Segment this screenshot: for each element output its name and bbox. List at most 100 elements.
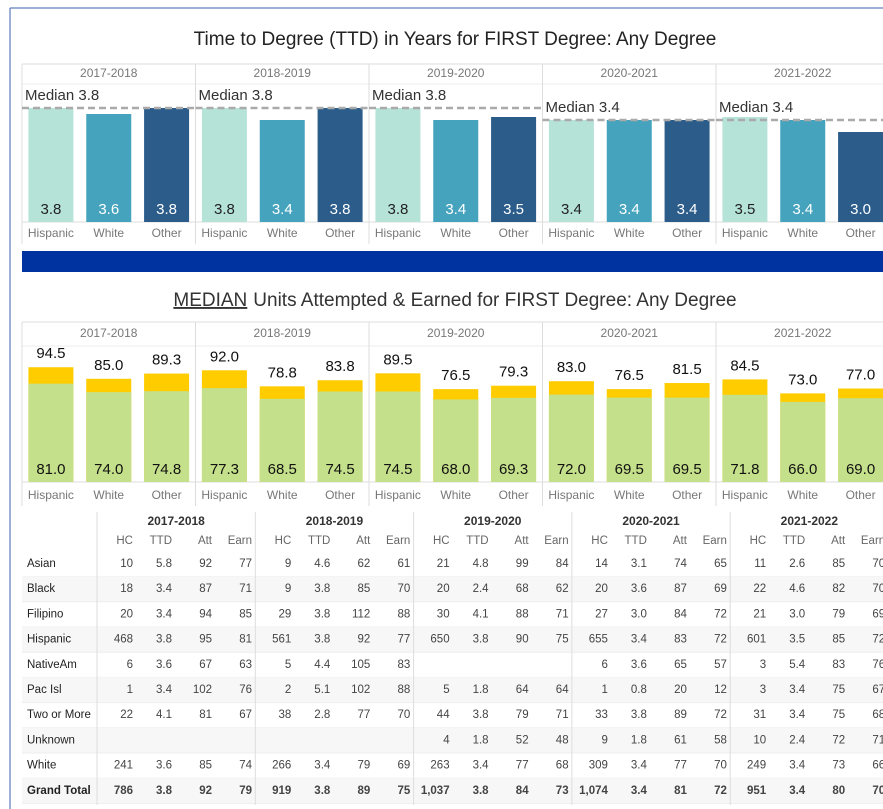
table-cell: 266: [272, 760, 291, 772]
median-label: Median 3.8: [372, 87, 446, 104]
category-label: White: [614, 226, 645, 240]
table-cell: 1: [601, 684, 607, 696]
table-cell: 87: [199, 583, 212, 595]
table-cell: 3.4: [789, 684, 806, 696]
table-cell: 70: [398, 709, 411, 721]
table-cell: 650: [430, 634, 449, 646]
table-cell: 65: [674, 659, 687, 671]
table-cell: 67: [199, 659, 212, 671]
table-cell: 5: [285, 659, 291, 671]
table-cell: 3.4: [314, 760, 331, 772]
column-header: TTD: [625, 535, 647, 547]
panel-header: 2019-2020: [427, 66, 485, 80]
category-label: White: [614, 488, 645, 502]
group-header: 2018-2019: [306, 514, 364, 528]
value-label: 68.0: [441, 461, 470, 478]
table-cell: 72: [714, 785, 727, 797]
table-cell: 81: [239, 634, 252, 646]
value-label: 83.8: [325, 358, 354, 375]
table-cell: 73: [832, 760, 845, 772]
category-label: Hispanic: [28, 488, 74, 502]
table-cell: 10: [753, 734, 766, 746]
table-cell: 83: [398, 659, 411, 671]
table-cell: 4.6: [314, 558, 330, 570]
category-label: Other: [325, 226, 355, 240]
row-label: Asian: [27, 558, 56, 570]
table-cell: 601: [747, 634, 766, 646]
value-label: 3.8: [387, 201, 408, 218]
table-cell: 3.8: [314, 583, 330, 595]
table-cell: 84: [516, 785, 529, 797]
bar: [780, 401, 826, 482]
column-header: Att: [673, 535, 688, 547]
table-cell: 38: [279, 709, 292, 721]
column-header: Earn: [228, 535, 252, 547]
row-stripe: [22, 677, 883, 703]
value-label: 3.4: [561, 201, 582, 218]
bar: [548, 394, 594, 482]
bar: [606, 120, 652, 222]
table-cell: 3.4: [156, 608, 173, 620]
value-label: 3.4: [272, 201, 293, 218]
table-cell: 3.4: [789, 785, 806, 797]
row-label: Black: [27, 583, 55, 595]
table-cell: 72: [714, 709, 727, 721]
category-label: Other: [846, 226, 876, 240]
value-label: 77.0: [846, 366, 875, 383]
category-label: White: [787, 488, 818, 502]
table-cell: 2.4: [473, 583, 490, 595]
table-cell: 5: [443, 684, 449, 696]
table-cell: 5.8: [156, 558, 172, 570]
table-cell: 3.6: [156, 760, 172, 772]
table-cell: 70: [872, 558, 883, 570]
value-label: 3.4: [677, 201, 698, 218]
table-cell: 3.8: [473, 634, 489, 646]
category-label: Hispanic: [375, 226, 421, 240]
table-cell: 83: [674, 634, 687, 646]
group-header: 2021-2022: [781, 514, 839, 528]
table-cell: 87: [674, 583, 687, 595]
table-cell: 3.4: [156, 684, 173, 696]
value-label: 71.8: [730, 461, 759, 478]
table-cell: 20: [595, 583, 608, 595]
bar: [201, 108, 247, 222]
table-cell: 77: [358, 709, 371, 721]
value-label: 89.3: [152, 352, 181, 369]
table-cell: 4: [443, 734, 450, 746]
category-label: White: [267, 488, 298, 502]
table-cell: 92: [199, 558, 212, 570]
median-label: Median 3.4: [719, 99, 793, 116]
table-cell: 90: [516, 634, 529, 646]
table-cell: 72: [832, 734, 845, 746]
category-label: Other: [499, 226, 529, 240]
table-cell: 70: [398, 583, 411, 595]
table-cell: 99: [516, 558, 529, 570]
panel-header: 2020-2021: [601, 66, 659, 80]
table-cell: 3.8: [314, 785, 331, 797]
bar: [491, 117, 537, 222]
table-cell: 85: [358, 583, 371, 595]
table-cell: 561: [272, 634, 291, 646]
value-label: 66.0: [788, 461, 817, 478]
panel-header: 2017-2018: [80, 326, 138, 340]
table-cell: 74: [674, 558, 687, 570]
bar: [86, 392, 132, 482]
value-label: 73.0: [788, 371, 817, 388]
table-cell: 3.4: [789, 760, 806, 772]
table-cell: 1: [127, 684, 133, 696]
table-cell: 85: [832, 558, 845, 570]
column-header: HC: [750, 535, 767, 547]
value-label: 68.5: [268, 461, 297, 478]
bar: [664, 397, 710, 482]
panel-header: 2018-2019: [254, 66, 312, 80]
table-cell: 20: [674, 684, 687, 696]
table-cell: 3.8: [631, 709, 647, 721]
table-cell: 89: [674, 709, 687, 721]
table-cell: 14: [595, 558, 608, 570]
table-cell: 3.4: [631, 760, 648, 772]
table-cell: 29: [279, 608, 292, 620]
table-cell: 70: [714, 760, 727, 772]
category-label: White: [440, 226, 471, 240]
table-cell: 76: [872, 659, 883, 671]
value-label: 74.0: [94, 461, 123, 478]
